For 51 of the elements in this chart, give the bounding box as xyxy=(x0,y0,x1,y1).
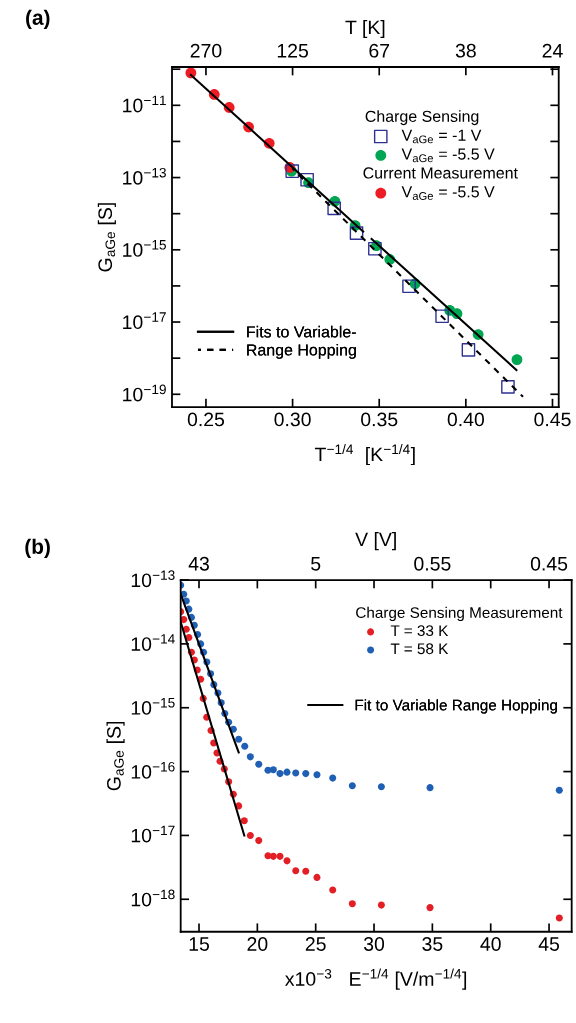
x-tick-label: 45 xyxy=(538,937,560,951)
text: 0.45 xyxy=(530,556,568,571)
text: 270 xyxy=(190,43,222,58)
annotation: Current Measurement xyxy=(363,167,518,179)
legend-label: V$_{aGe}$ = -5.5 V xyxy=(401,148,495,163)
x2-axis-title: V [V] xyxy=(355,532,396,551)
x-tick-label: 35 xyxy=(422,937,443,951)
y-tick-label: 10$^{−17}$ xyxy=(123,312,166,330)
y-tick-label: 10$^{−13}$ xyxy=(131,570,175,588)
x-tick-label: 25 xyxy=(305,937,326,951)
legend-title: Charge Sensing xyxy=(365,110,479,126)
legend-title: Charge Sensing Measurement xyxy=(356,606,563,622)
legend-label: T = 58 K xyxy=(390,643,449,655)
y-tick-label: 10$^{−14}$ xyxy=(131,634,175,651)
text: 38 xyxy=(455,43,476,58)
text: 24 xyxy=(542,43,563,58)
y-tick-label: 10$^{−11}$ xyxy=(123,95,166,113)
y-tick-label: 10$^{−13}$ xyxy=(123,167,166,185)
x-tick-label: 20 xyxy=(247,937,268,951)
text: 5 xyxy=(311,557,321,571)
text: 43 xyxy=(188,556,209,571)
x-tick-label: 0.25 xyxy=(187,412,225,427)
text: 67 xyxy=(369,43,390,58)
legend-label: Fit to Variable Range Hopping xyxy=(355,699,557,714)
legend-label: T = 33 K xyxy=(390,625,449,637)
x-tick-label: 30 xyxy=(363,937,385,951)
x-tick-label: 0.40 xyxy=(447,412,485,427)
legend-label: Fits to Variable- xyxy=(247,325,356,338)
x-tick-label: 40 xyxy=(480,937,501,951)
legend-label: Range Hopping xyxy=(247,343,356,359)
y-tick-label: 10$^{−15}$ xyxy=(131,698,175,715)
y-axis-title: G$_{aGe}$ [S] xyxy=(106,721,125,791)
x2-axis-title: T [K] xyxy=(345,19,385,39)
text: 0.55 xyxy=(414,556,451,571)
legend-label: V$_{aGe}$ = -5.5 V xyxy=(401,186,495,200)
y-axis-title: G$_{aGe}$ [S] xyxy=(97,203,116,272)
y-tick-label: 10$^{−18}$ xyxy=(131,889,175,907)
x-tick-label: 15 xyxy=(189,937,210,951)
y-tick-label: 10$^{−15}$ xyxy=(123,240,166,257)
chart-title: (a) xyxy=(26,9,50,30)
x-axis-title: T$^{−1/4}$ [K$^{−1/4}$] xyxy=(314,444,415,466)
y-tick-label: 10$^{−19}$ xyxy=(123,384,166,402)
x-tick-label: 0.30 xyxy=(274,412,311,427)
text: x10$^{−3}$ E$^{−1/4}$ [V/m$^{−1/4}$] xyxy=(285,968,467,990)
x-tick-label: 0.45 xyxy=(534,412,571,427)
legend-label: V$_{aGe}$ = -1 V xyxy=(401,129,482,144)
x-tick-label: 0.35 xyxy=(361,412,398,427)
text: 125 xyxy=(277,43,308,58)
y-tick-label: 10$^{−16}$ xyxy=(131,761,175,779)
y-tick-label: 10$^{−17}$ xyxy=(131,825,175,843)
chart-title: (b) xyxy=(25,538,50,559)
